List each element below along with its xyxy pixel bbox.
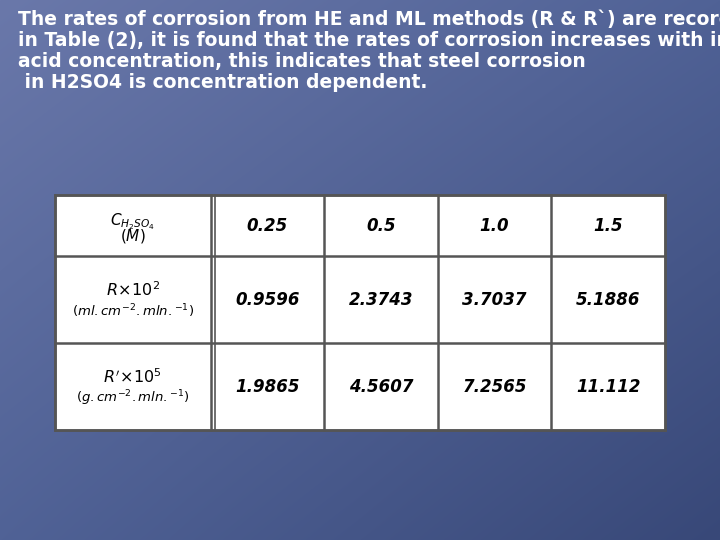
Text: 11.112: 11.112 xyxy=(576,377,641,395)
Text: in Table (2), it is found that the rates of corrosion increases with increasing: in Table (2), it is found that the rates… xyxy=(18,31,720,50)
Text: 1.0: 1.0 xyxy=(480,217,509,234)
Bar xyxy=(55,195,665,430)
Text: 0.5: 0.5 xyxy=(366,217,396,234)
Text: $(ml.cm^{-2}.mln.^{-1})$: $(ml.cm^{-2}.mln.^{-1})$ xyxy=(72,303,194,320)
Text: acid concentration, this indicates that steel corrosion: acid concentration, this indicates that … xyxy=(18,52,586,71)
Text: 1.5: 1.5 xyxy=(593,217,623,234)
Text: $C_{H_2SO_4}$: $C_{H_2SO_4}$ xyxy=(110,211,156,232)
Text: The rates of corrosion from HE and ML methods (R & R`) are recorded: The rates of corrosion from HE and ML me… xyxy=(18,10,720,29)
Text: 1.9865: 1.9865 xyxy=(235,377,300,395)
Text: 2.3743: 2.3743 xyxy=(348,291,413,308)
Text: 4.5607: 4.5607 xyxy=(348,377,413,395)
Text: $(M)$: $(M)$ xyxy=(120,227,145,245)
Text: 3.7037: 3.7037 xyxy=(462,291,527,308)
Text: $(g.cm^{-2}.mln.^{-1})$: $(g.cm^{-2}.mln.^{-1})$ xyxy=(76,389,189,408)
Text: 5.1886: 5.1886 xyxy=(576,291,641,308)
Text: 0.9596: 0.9596 xyxy=(235,291,300,308)
Text: $R'\!\times\!10^5$: $R'\!\times\!10^5$ xyxy=(104,367,162,386)
Text: $R\!\times\!10^2$: $R\!\times\!10^2$ xyxy=(106,280,160,299)
Text: 0.25: 0.25 xyxy=(247,217,288,234)
Text: 7.2565: 7.2565 xyxy=(462,377,527,395)
Text: in H2SO4 is concentration dependent.: in H2SO4 is concentration dependent. xyxy=(18,73,428,92)
